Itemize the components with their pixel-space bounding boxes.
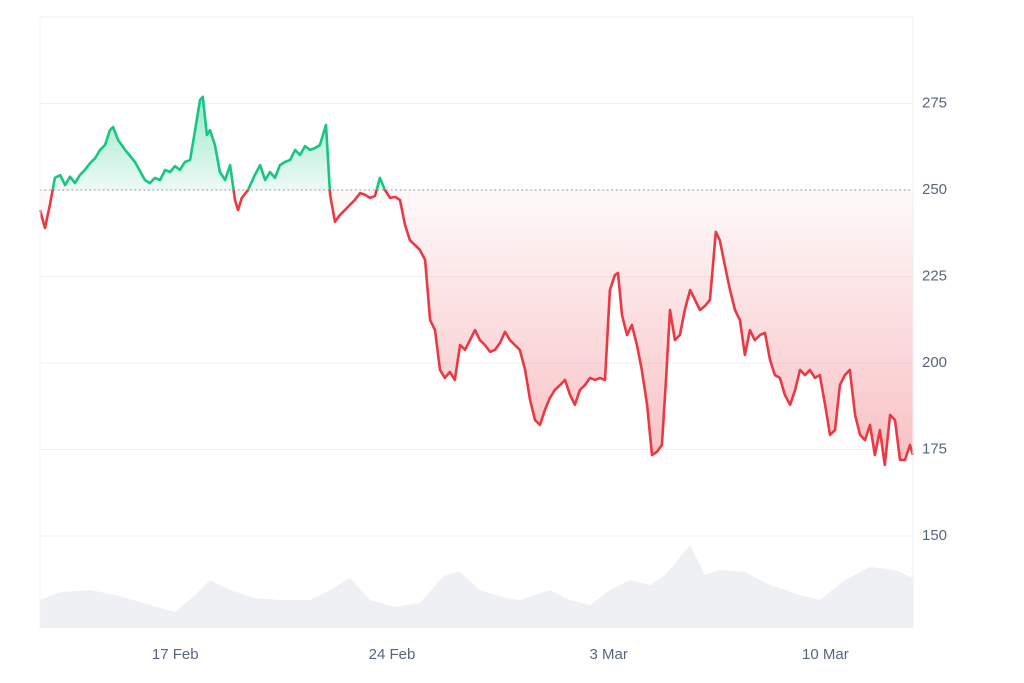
price-fill (40, 96, 913, 466)
y-tick-label: 250 (922, 181, 947, 198)
x-tick-label: 3 Mar (590, 646, 628, 663)
y-tick-label: 225 (922, 267, 947, 284)
labels: 150 175 200 225 250 275 17 Feb 24 Feb 3 Mar 10 Ma… (152, 94, 947, 663)
y-tick-label: 175 (922, 440, 947, 457)
x-tick-label: 10 Mar (802, 646, 849, 663)
price (38, 95, 915, 467)
x-tick-label: 17 Feb (152, 646, 199, 663)
y-tick-label: 150 (922, 527, 947, 544)
x-tick-label: 24 Feb (369, 646, 416, 663)
volume-area (40, 545, 913, 628)
volume (40, 545, 913, 628)
y-tick-label: 275 (922, 94, 947, 111)
y-tick-label: 200 (922, 354, 947, 371)
price-line (38, 95, 915, 467)
